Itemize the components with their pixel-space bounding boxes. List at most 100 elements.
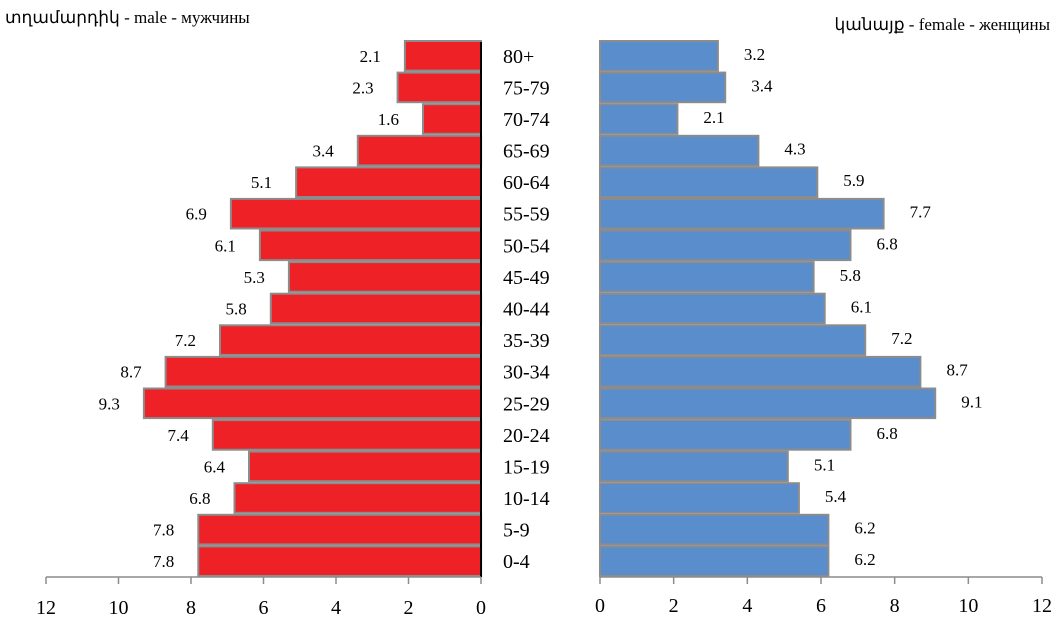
male-value-label: 9.3 — [99, 394, 120, 413]
male-bar-55-59 — [229, 197, 482, 230]
female-bar-80+ — [599, 40, 719, 72]
female-bar-55-59 — [599, 197, 885, 230]
female-bar-50-54 — [599, 229, 852, 262]
male-value-label: 5.1 — [251, 173, 272, 192]
age-group-label: 35-39 — [503, 330, 550, 352]
male-x-tick-label: 8 — [186, 597, 196, 619]
female-bar-70-74 — [599, 103, 679, 135]
age-group-label: 5-9 — [503, 520, 530, 542]
male-value-label: 2.1 — [360, 47, 381, 66]
female-value-label: 5.4 — [825, 487, 847, 506]
age-group-label: 45-49 — [503, 267, 550, 289]
female-bar-60-64 — [599, 166, 819, 198]
male-bar-50-54 — [258, 229, 482, 262]
male-bar-75-79 — [396, 71, 483, 104]
male-x-tick-label: 12 — [36, 597, 56, 619]
male-bar-65-69 — [356, 134, 483, 167]
female-x-tick-label: 4 — [742, 595, 752, 617]
male-bar-25-29 — [142, 387, 482, 420]
male-x-tick-label: 10 — [109, 597, 129, 619]
female-value-label: 5.1 — [814, 455, 835, 474]
male-value-label: 6.8 — [189, 489, 210, 508]
male-value-label: 6.4 — [204, 457, 226, 476]
male-value-label: 3.4 — [313, 142, 335, 161]
age-group-label: 20-24 — [503, 425, 550, 447]
female-x-tick-label: 2 — [669, 595, 679, 617]
age-group-label: 75-79 — [503, 77, 550, 99]
female-value-label: 3.4 — [751, 76, 773, 95]
male-value-label: 6.1 — [215, 236, 236, 255]
male-x-tick-label: 6 — [259, 597, 269, 619]
age-group-label: 40-44 — [503, 299, 550, 321]
age-group-label: 15-19 — [503, 456, 550, 478]
male-bars: 7.8 7.8 6.8 6.4 7.4 9.38.7 7.2 5.8 5.3 6.1 6.9 5.1 3… — [99, 40, 483, 578]
female-x-tick-label: 8 — [890, 595, 900, 617]
female-bar-5-9 — [599, 513, 830, 546]
female-bar-0-4 — [599, 545, 830, 578]
female-bar-45-49 — [599, 261, 815, 293]
male-value-label: 8.7 — [120, 363, 142, 382]
female-bar-25-29 — [599, 387, 937, 420]
male-bar-20-24 — [211, 419, 483, 451]
male-x-tick-label: 2 — [404, 597, 414, 619]
female-value-label: 5.9 — [843, 171, 864, 190]
female-x-tick-label: 10 — [958, 595, 978, 617]
female-bar-10-14 — [599, 482, 800, 514]
female-value-label: 4.3 — [784, 140, 805, 159]
female-x-tick-label: 0 — [595, 595, 605, 617]
female-bar-40-44 — [599, 292, 826, 325]
male-bar-10-14 — [233, 482, 482, 514]
female-bars: 6.2 6.2 5.4 5.1 6.8 9.1 8.7 7.2 6.1 5.8 6.8 7.7 5.9 4… — [599, 40, 982, 578]
female-x-tick-label: 12 — [1032, 595, 1052, 617]
female-bar-15-19 — [599, 450, 789, 483]
female-bar-65-69 — [599, 134, 760, 167]
female-bar-30-34 — [599, 355, 922, 388]
female-x-tick-label: 6 — [816, 595, 826, 617]
male-bar-35-39 — [219, 324, 482, 356]
age-group-label: 50-54 — [503, 235, 550, 257]
female-series-title: կանայք - female - женщины — [834, 15, 1050, 34]
age-group-label: 80+ — [503, 46, 534, 68]
age-group-label: 30-34 — [503, 362, 550, 384]
female-value-label: 8.7 — [947, 361, 969, 380]
male-value-label: 1.6 — [378, 110, 399, 129]
x-axes: 0 2 4 6 8 10 12 0 2 4 6 8 10 12 — [36, 42, 1052, 619]
female-value-label: 6.1 — [851, 298, 872, 317]
male-x-tick-label: 4 — [331, 597, 341, 619]
male-series-title: տղամարդիկ - male - мужчины — [5, 8, 250, 27]
male-bar-60-64 — [295, 166, 482, 198]
female-value-label: 6.2 — [854, 519, 875, 538]
female-value-label: 3.2 — [744, 45, 765, 64]
male-bar-80+ — [403, 40, 482, 72]
male-x-tick-label: 0 — [476, 597, 486, 619]
female-value-label: 7.2 — [891, 329, 912, 348]
age-group-labels: 0-4 5-9 10-14 15-19 20-24 25-29 30-34 35-39 40-4… — [503, 46, 550, 573]
male-value-label: 7.8 — [153, 521, 174, 540]
female-bar-75-79 — [599, 71, 727, 104]
female-value-label: 6.2 — [854, 550, 875, 569]
female-value-label: 6.8 — [877, 234, 898, 253]
age-group-label: 10-14 — [503, 488, 550, 510]
female-value-label: 6.8 — [877, 424, 898, 443]
age-group-label: 55-59 — [503, 204, 550, 226]
male-value-label: 7.2 — [175, 331, 196, 350]
male-bar-30-34 — [164, 355, 482, 388]
male-bar-5-9 — [197, 513, 483, 546]
male-value-label: 2.3 — [352, 78, 373, 97]
age-group-label: 60-64 — [503, 172, 550, 194]
age-group-label: 65-69 — [503, 141, 550, 163]
age-group-label: 25-29 — [503, 393, 550, 415]
female-value-label: 7.7 — [910, 203, 932, 222]
female-bar-35-39 — [599, 324, 867, 356]
male-bar-70-74 — [422, 103, 482, 135]
male-value-label: 7.4 — [168, 426, 190, 445]
female-bar-20-24 — [599, 419, 852, 451]
male-bar-40-44 — [269, 292, 483, 325]
female-value-label: 2.1 — [703, 108, 724, 127]
age-group-label: 70-74 — [503, 109, 550, 131]
male-value-label: 5.8 — [226, 300, 247, 319]
male-value-label: 7.8 — [153, 552, 174, 571]
age-group-label: 0-4 — [503, 551, 530, 573]
female-value-label: 9.1 — [961, 392, 982, 411]
